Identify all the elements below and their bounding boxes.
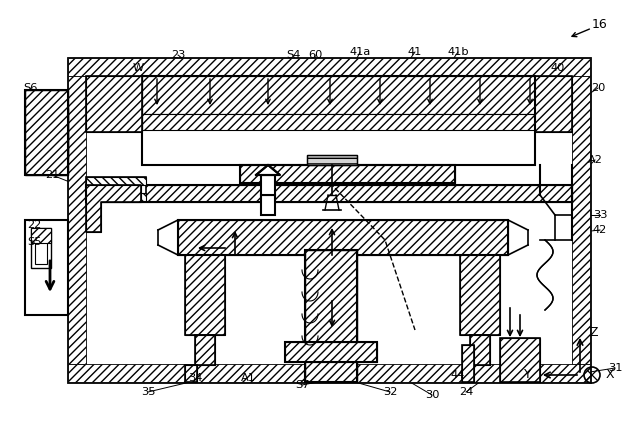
Bar: [86, 185, 572, 202]
Text: 32: 32: [383, 387, 397, 397]
Text: 42: 42: [593, 225, 607, 235]
Text: 35: 35: [141, 387, 156, 397]
Text: 41a: 41a: [349, 47, 371, 57]
Bar: [178, 220, 508, 255]
Text: 23: 23: [171, 50, 185, 60]
Bar: [285, 342, 377, 362]
Bar: [261, 195, 275, 215]
Bar: [142, 76, 535, 165]
Polygon shape: [256, 165, 280, 175]
Bar: [535, 76, 572, 132]
Text: W: W: [132, 63, 143, 73]
Bar: [261, 175, 275, 195]
Text: 60: 60: [308, 50, 322, 60]
Text: S6: S6: [23, 83, 37, 93]
Text: 24: 24: [459, 387, 473, 397]
Text: 16: 16: [592, 18, 608, 31]
Text: 40: 40: [551, 63, 565, 73]
Bar: [285, 342, 377, 362]
Text: 20: 20: [591, 83, 605, 93]
Bar: [195, 335, 215, 365]
Bar: [68, 76, 86, 364]
Text: 31: 31: [608, 363, 622, 373]
Bar: [142, 76, 535, 114]
Bar: [68, 58, 590, 76]
Bar: [470, 335, 490, 365]
Text: A2: A2: [588, 155, 602, 165]
Bar: [185, 365, 197, 382]
Bar: [25, 220, 68, 315]
Text: 22: 22: [27, 220, 41, 230]
Text: 41b: 41b: [447, 47, 469, 57]
Bar: [240, 165, 455, 183]
Bar: [25, 90, 68, 175]
Polygon shape: [86, 185, 141, 232]
Bar: [572, 76, 590, 364]
Bar: [86, 177, 146, 185]
Bar: [307, 155, 357, 165]
Bar: [35, 232, 47, 264]
Bar: [195, 335, 215, 365]
Bar: [307, 155, 357, 165]
Bar: [142, 114, 535, 130]
Text: A1: A1: [241, 373, 255, 383]
Bar: [68, 364, 590, 382]
Bar: [68, 58, 590, 382]
Bar: [86, 76, 142, 132]
Bar: [500, 338, 540, 382]
Bar: [25, 90, 68, 175]
Text: 34: 34: [188, 373, 202, 383]
Bar: [535, 76, 572, 132]
Bar: [460, 255, 500, 335]
Bar: [240, 165, 455, 183]
Text: Z: Z: [590, 326, 598, 340]
Text: 44: 44: [451, 370, 465, 380]
Bar: [31, 228, 51, 243]
Bar: [185, 255, 225, 335]
Text: 21: 21: [45, 170, 59, 180]
Text: S4: S4: [286, 50, 300, 60]
Text: S7: S7: [295, 380, 309, 390]
Bar: [86, 185, 572, 202]
Text: 33: 33: [593, 210, 607, 220]
Bar: [31, 228, 51, 268]
Bar: [185, 365, 197, 382]
Bar: [86, 76, 142, 132]
Text: 30: 30: [425, 390, 439, 400]
Bar: [86, 177, 146, 201]
Bar: [462, 345, 474, 382]
Bar: [305, 250, 357, 382]
Text: S5: S5: [27, 237, 41, 247]
Bar: [305, 250, 357, 382]
Text: X: X: [606, 368, 614, 382]
Bar: [500, 338, 540, 382]
Text: 41: 41: [408, 47, 422, 57]
Bar: [185, 255, 225, 335]
Bar: [86, 193, 146, 201]
Bar: [462, 345, 474, 382]
Bar: [470, 335, 490, 365]
Bar: [178, 220, 508, 255]
Bar: [460, 255, 500, 335]
Text: Y: Y: [524, 368, 532, 382]
